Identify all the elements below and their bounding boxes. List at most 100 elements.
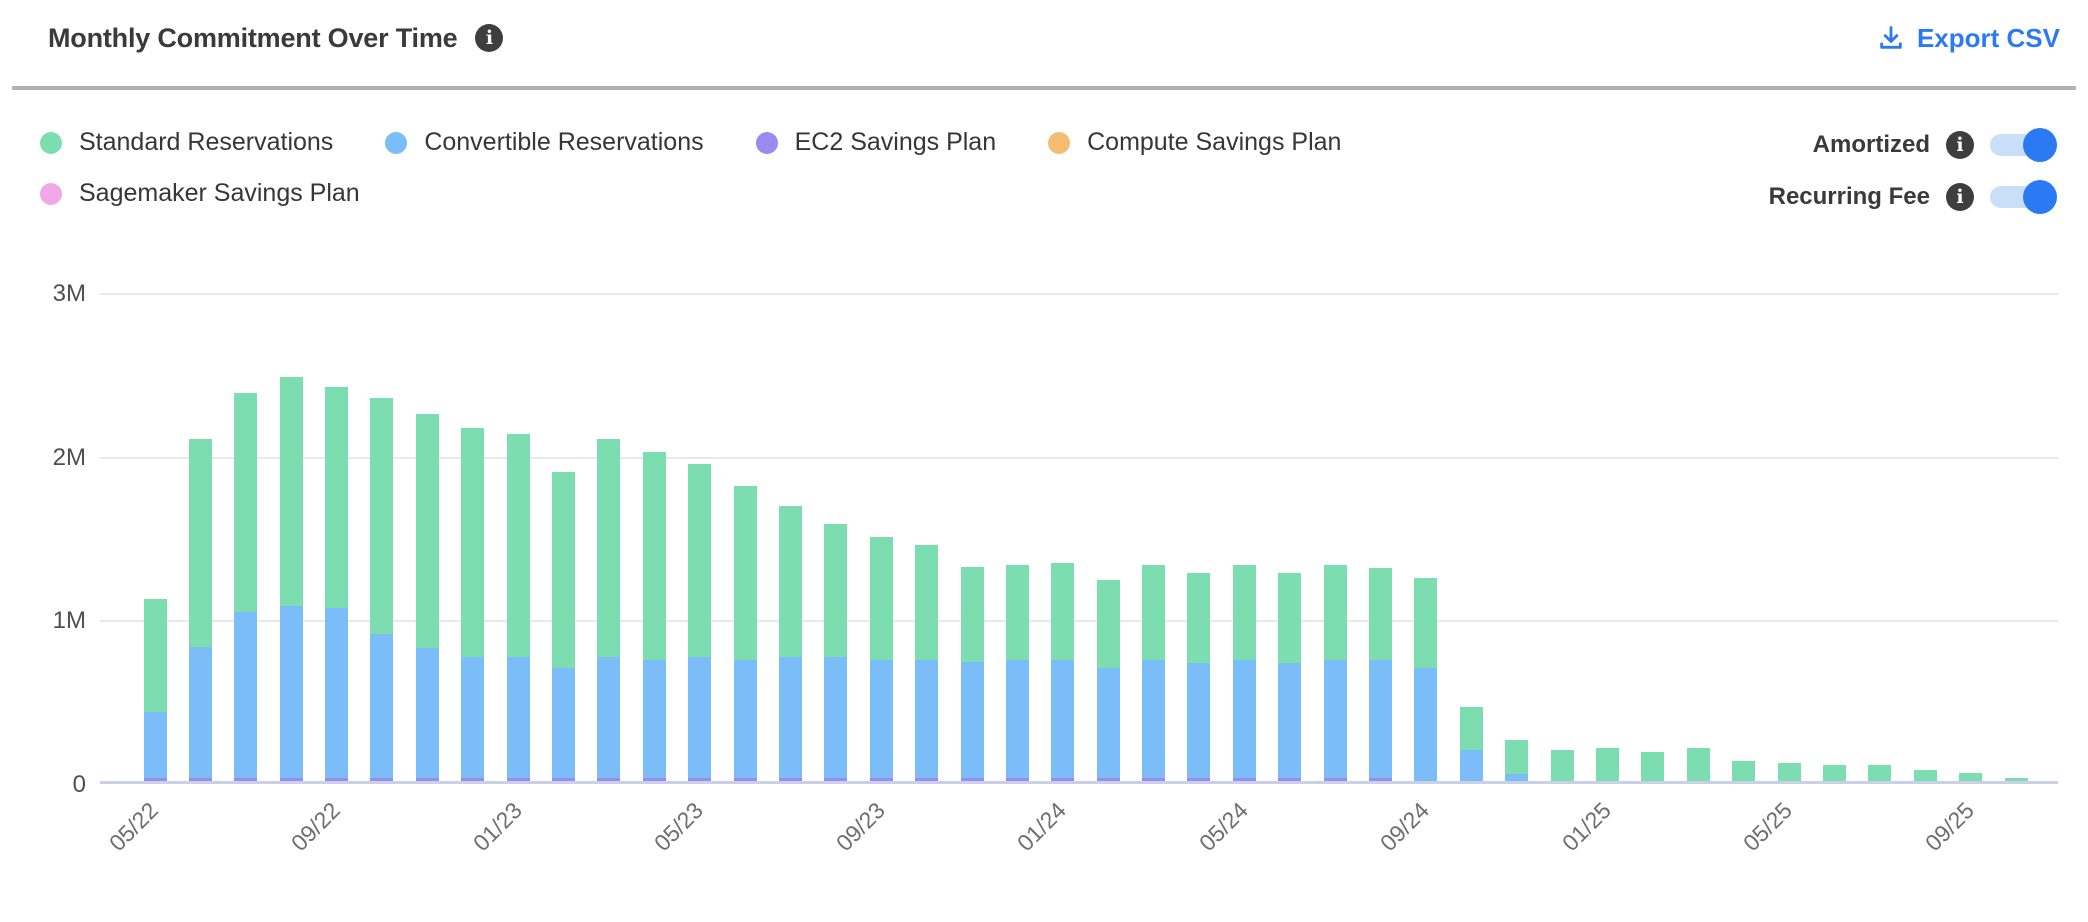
- legend: Standard Reservations Convertible Reserva…: [40, 128, 1440, 208]
- bar-05-24[interactable]: [1232, 564, 1256, 781]
- bar-09-22[interactable]: [325, 386, 349, 781]
- title-info-icon[interactable]: i: [475, 24, 504, 52]
- legend-item-sagemaker-savings-plan[interactable]: Sagemaker Savings Plan: [40, 179, 360, 208]
- bar-06-24[interactable]: [1278, 573, 1302, 781]
- bar-12-22[interactable]: [461, 427, 485, 781]
- bar-04-24[interactable]: [1187, 573, 1211, 781]
- bar-09-24[interactable]: [1414, 578, 1438, 781]
- bar-segment-standard-reservations: [869, 537, 893, 660]
- bar-01-23[interactable]: [506, 434, 530, 781]
- bar-04-23[interactable]: [642, 452, 666, 781]
- bar-08-25[interactable]: [1913, 769, 1937, 781]
- bar-07-23[interactable]: [778, 506, 802, 781]
- legend-item-convertible-reservations[interactable]: Convertible Reservations: [385, 128, 704, 157]
- bar-07-24[interactable]: [1323, 564, 1347, 781]
- bar-segment-convertible-reservations: [642, 659, 666, 778]
- amortized-toggle[interactable]: [1990, 128, 2057, 162]
- bar-01-25[interactable]: [1595, 748, 1619, 781]
- bar-04-25[interactable]: [1732, 761, 1756, 781]
- bar-segment-convertible-reservations: [824, 656, 848, 778]
- y-axis-tick-1m: 1M: [52, 607, 86, 635]
- bar-05-25[interactable]: [1777, 763, 1801, 781]
- bar-segment-standard-reservations: [1096, 579, 1120, 669]
- bar-03-23[interactable]: [597, 438, 621, 781]
- bar-03-25[interactable]: [1686, 748, 1710, 781]
- bar-06-23[interactable]: [733, 486, 757, 781]
- bar-06-25[interactable]: [1822, 764, 1846, 781]
- bar-05-22[interactable]: [143, 599, 167, 781]
- bar-segment-convertible-reservations: [279, 605, 303, 778]
- bar-segment-ec2-savings-plan: [1051, 777, 1075, 781]
- bar-segment-standard-reservations: [597, 438, 621, 657]
- bar-segment-standard-reservations: [1959, 772, 1983, 781]
- bar-segment-ec2-savings-plan: [960, 777, 984, 781]
- bar-08-23[interactable]: [824, 524, 848, 781]
- stacked-bar-chart: 3M 2M 1M 0 05/22 09/22 01/23 05/23 09/23 01/24 05/…: [53, 280, 2058, 856]
- bar-segment-convertible-reservations: [1232, 659, 1256, 778]
- bar-07-22[interactable]: [234, 393, 258, 781]
- legend-item-ec2-savings-plan[interactable]: EC2 Savings Plan: [755, 128, 997, 157]
- bar-10-25[interactable]: [2004, 777, 2028, 781]
- bar-segment-ec2-savings-plan: [597, 777, 621, 781]
- bar-02-23[interactable]: [552, 471, 575, 781]
- bar-segment-convertible-reservations: [143, 712, 167, 778]
- bar-segment-standard-reservations: [143, 599, 167, 713]
- bar-02-25[interactable]: [1641, 751, 1665, 781]
- bar-segment-standard-reservations: [1913, 769, 1937, 781]
- bar-09-25[interactable]: [1959, 772, 1983, 781]
- legend-item-compute-savings-plan[interactable]: Compute Savings Plan: [1048, 128, 1341, 157]
- bar-11-24[interactable]: [1505, 740, 1529, 781]
- bar-segment-standard-reservations: [915, 545, 939, 660]
- bar-09-23[interactable]: [869, 537, 893, 781]
- bar-08-24[interactable]: [1369, 568, 1393, 781]
- bar-12-24[interactable]: [1550, 749, 1574, 781]
- bar-segment-ec2-savings-plan: [642, 777, 666, 781]
- bar-segment-convertible-reservations: [415, 648, 439, 778]
- bar-segment-standard-reservations: [642, 452, 666, 660]
- bar-segment-ec2-savings-plan: [143, 777, 167, 781]
- legend-dot: [40, 131, 62, 154]
- bar-05-23[interactable]: [688, 463, 712, 781]
- amortized-info-icon[interactable]: i: [1946, 131, 1974, 159]
- bar-segment-ec2-savings-plan: [552, 777, 575, 781]
- toggle-knob: [2023, 180, 2057, 214]
- bar-10-22[interactable]: [370, 398, 394, 781]
- legend-label: Convertible Reservations: [424, 128, 704, 156]
- download-icon: [1880, 26, 1902, 49]
- bar-01-24[interactable]: [1051, 563, 1075, 781]
- bar-segment-convertible-reservations: [234, 612, 258, 778]
- legend-dot: [40, 182, 62, 205]
- bar-segment-standard-reservations: [1595, 748, 1619, 781]
- bar-07-25[interactable]: [1868, 764, 1892, 781]
- bar-segment-ec2-savings-plan: [370, 777, 394, 781]
- bar-segment-convertible-reservations: [1051, 659, 1075, 778]
- bar-02-24[interactable]: [1096, 579, 1120, 781]
- legend-label: EC2 Savings Plan: [794, 128, 997, 156]
- bar-11-22[interactable]: [415, 414, 439, 781]
- bar-segment-standard-reservations: [1414, 578, 1438, 669]
- bar-11-23[interactable]: [960, 566, 984, 781]
- bar-segment-standard-reservations: [1641, 751, 1665, 781]
- legend-item-standard-reservations[interactable]: Standard Reservations: [40, 128, 333, 157]
- bar-10-24[interactable]: [1459, 707, 1483, 781]
- bar-segment-convertible-reservations: [188, 646, 212, 778]
- legend-label: Standard Reservations: [79, 128, 334, 156]
- bar-segment-convertible-reservations: [1278, 663, 1302, 778]
- bar-segment-convertible-reservations: [1096, 668, 1120, 778]
- bar-segment-convertible-reservations: [778, 656, 802, 778]
- bar-segment-ec2-savings-plan: [915, 777, 939, 781]
- bar-06-22[interactable]: [188, 438, 212, 781]
- bar-segment-convertible-reservations: [1187, 663, 1211, 778]
- bar-03-24[interactable]: [1142, 564, 1166, 781]
- recurring-fee-info-icon[interactable]: i: [1946, 183, 1974, 211]
- bar-segment-convertible-reservations: [688, 656, 712, 778]
- gridline-3m: [100, 293, 2058, 295]
- bar-12-23[interactable]: [1005, 564, 1029, 781]
- recurring-fee-toggle[interactable]: [1990, 180, 2057, 214]
- bar-segment-ec2-savings-plan: [1096, 777, 1120, 781]
- legend-dot: [755, 131, 778, 154]
- bar-segment-ec2-savings-plan: [1005, 777, 1029, 781]
- export-csv-button[interactable]: Export CSV: [1877, 23, 2060, 54]
- bar-10-23[interactable]: [915, 545, 939, 781]
- bar-08-22[interactable]: [279, 376, 303, 781]
